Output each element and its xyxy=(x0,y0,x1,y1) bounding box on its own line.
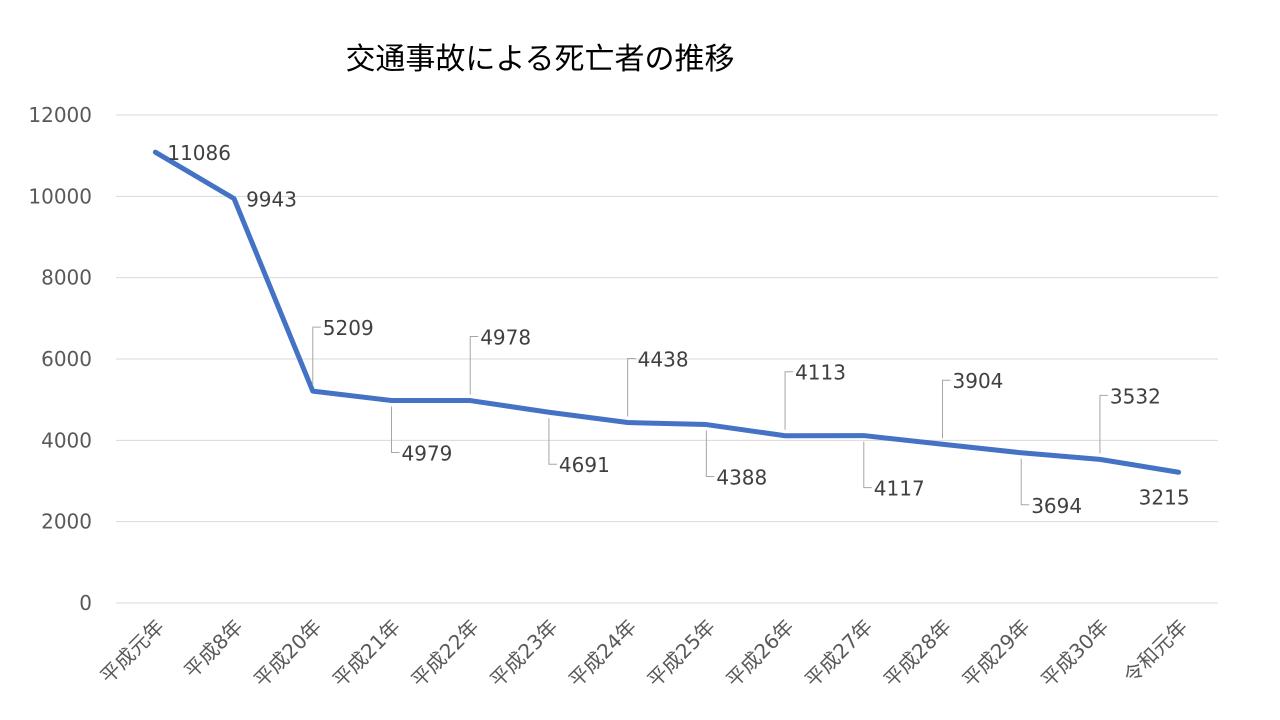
x-tick-label: 平成29年 xyxy=(957,615,1034,692)
leader-line xyxy=(1020,458,1030,506)
x-tick-label: 平成8年 xyxy=(179,615,247,683)
data-label: 9943 xyxy=(246,188,297,212)
leader-line xyxy=(627,358,636,417)
x-tick-label: 平成27年 xyxy=(800,615,877,692)
data-label: 4117 xyxy=(874,477,925,501)
x-tick-label: 平成23年 xyxy=(485,615,562,692)
data-label: 3215 xyxy=(1139,485,1190,509)
x-tick-label: 令和元年 xyxy=(1119,615,1193,689)
x-tick-label: 平成元年 xyxy=(95,615,169,689)
x-tick-label: 平成24年 xyxy=(564,615,641,692)
leader-line xyxy=(391,406,400,454)
data-label: 3532 xyxy=(1110,384,1161,408)
x-tick-label: 平成28年 xyxy=(879,615,956,692)
x-tick-label: 平成25年 xyxy=(642,615,719,692)
data-label: 4691 xyxy=(559,453,610,477)
series-line xyxy=(152,149,1182,475)
leader-line xyxy=(1099,394,1108,454)
data-label: 4438 xyxy=(638,348,689,372)
y-tick-label: 12000 xyxy=(28,103,92,127)
data-label: 4388 xyxy=(716,466,767,490)
x-tick-label: 平成21年 xyxy=(328,615,405,692)
y-tick-label: 6000 xyxy=(41,347,92,371)
y-tick-label: 8000 xyxy=(41,266,92,290)
y-tick-label: 10000 xyxy=(28,184,92,208)
data-label: 4113 xyxy=(795,361,846,385)
data-label: 4978 xyxy=(480,326,531,350)
leader-line xyxy=(548,418,557,465)
y-tick-label: 2000 xyxy=(41,510,92,534)
leader-line xyxy=(863,441,872,489)
data-label: 11086 xyxy=(167,141,231,165)
leader-line xyxy=(469,336,479,395)
y-tick-label: 4000 xyxy=(41,428,92,452)
leader-line xyxy=(705,430,715,478)
leader-line xyxy=(942,379,951,439)
y-tick-label: 0 xyxy=(79,591,92,615)
leader-line xyxy=(784,371,794,430)
chart-title: 交通事故による死亡者の推移 xyxy=(345,42,735,77)
data-label: 3904 xyxy=(953,369,1004,393)
x-tick-label: 平成26年 xyxy=(721,615,798,692)
data-label: 4979 xyxy=(402,442,453,466)
data-label: 3694 xyxy=(1031,494,1082,518)
x-tick-label: 平成30年 xyxy=(1036,615,1113,692)
x-tick-label: 平成22年 xyxy=(406,615,483,692)
leader-line xyxy=(312,326,321,386)
x-tick-label: 平成20年 xyxy=(249,615,326,692)
data-label: 5209 xyxy=(323,316,374,340)
